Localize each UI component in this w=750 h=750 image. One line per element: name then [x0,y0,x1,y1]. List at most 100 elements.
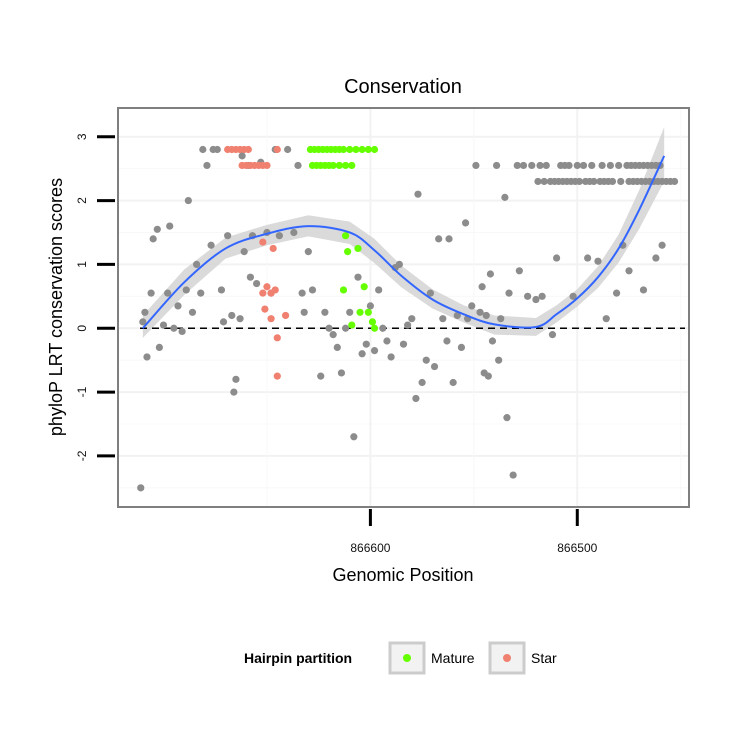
point-other [652,254,660,262]
point-other [337,369,346,377]
point-other [230,388,238,396]
point-other [486,270,494,278]
point-other [538,292,546,300]
point-other [375,286,383,294]
point-other [478,283,486,291]
point-other [461,219,470,227]
point-other [139,318,147,326]
point-other [590,177,598,186]
point-other [584,254,592,262]
point-other [488,337,497,345]
point-other [513,161,521,170]
point-other [137,484,145,492]
confidence-band-area [142,127,665,338]
y-tick-label: 0 [75,325,89,332]
plot-border [117,107,690,508]
point-other [290,228,298,237]
point-mature [356,308,364,316]
point-mature [368,318,377,326]
point-other [354,273,362,281]
point-other [445,235,453,243]
point-other [203,161,211,170]
point-other [542,161,550,170]
point-other [625,267,633,275]
point-other [153,225,161,233]
point-other [670,177,679,186]
point-other [602,315,610,323]
point-other [207,241,215,249]
legend-label-star: Star [531,650,557,666]
point-other [492,161,501,170]
point-star [259,289,267,297]
point-other [240,248,248,256]
point-other [253,279,261,288]
point-other [321,308,329,316]
point-other [569,292,577,300]
point-other [379,324,387,332]
legend-item-star: Star [488,641,557,675]
point-other [594,257,602,265]
point-other [362,340,370,348]
point-other [213,145,221,154]
point-other [476,308,484,316]
point-other [519,161,528,170]
point-other [232,375,240,383]
point-other [540,177,548,186]
point-other [552,254,561,262]
point-other [536,161,544,170]
point-other [524,292,532,300]
point-other [495,356,503,364]
point-other [188,308,197,316]
point-mature [341,232,350,240]
point-other [346,308,354,316]
point-mature [364,145,372,154]
point-other [575,177,583,186]
point-other [408,315,416,323]
x-axis: 866600 866500 [350,509,598,555]
point-mature [354,244,362,253]
point-other [300,308,308,316]
point-other [350,433,358,441]
point-other [548,331,557,339]
point-other [246,273,255,281]
point-other [468,302,476,310]
point-star [273,334,281,342]
point-other [178,327,186,336]
point-other [366,302,374,310]
point-other [598,161,606,170]
y-tick-label: 1 [75,261,89,268]
point-other [228,311,236,320]
y-tick-label: -2 [75,450,89,461]
point-other [443,337,451,345]
confidence-band [142,127,665,338]
point-other [325,324,333,332]
point-star [259,238,267,246]
point-other [193,260,201,269]
point-other [449,378,457,387]
point-other [426,289,434,297]
data-points [137,145,679,492]
point-other [612,289,621,297]
point-other [418,378,426,387]
point-other [453,311,461,320]
point-other [588,161,596,170]
point-other [430,362,439,371]
chart-title: Conservation [344,76,462,98]
point-other [534,177,542,186]
point-other [370,346,379,355]
point-other [422,356,430,364]
point-other [174,302,182,310]
point-mature [370,324,379,332]
point-other [284,145,292,154]
point-mature [339,145,348,154]
point-other [484,372,492,380]
point-other [532,295,540,304]
point-star [244,145,252,154]
legend: Hairpin partition Mature Star [244,641,557,675]
point-other [414,190,422,198]
point-other [164,289,172,297]
point-other [236,315,244,323]
point-other [341,324,350,332]
x-axis-title: Genomic Position [332,565,473,585]
